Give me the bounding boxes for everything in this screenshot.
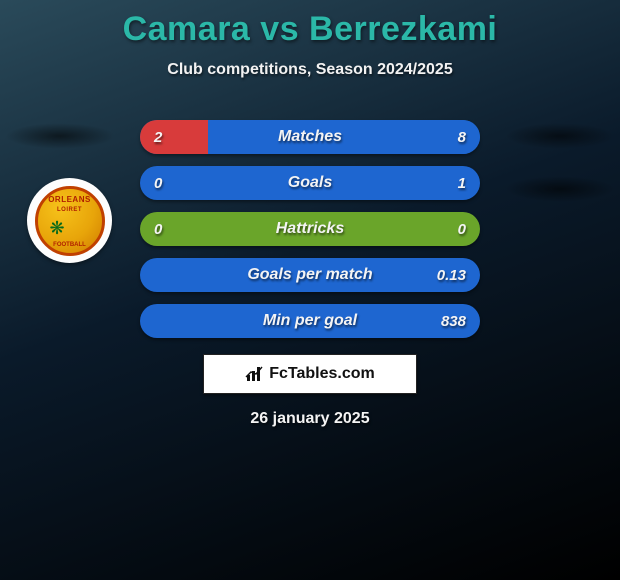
bar-label: Goals per match (140, 258, 480, 292)
bar-label: Min per goal (140, 304, 480, 338)
stat-row: 01Goals (140, 166, 480, 200)
palm-icon: ❋ (50, 218, 65, 239)
brand-box[interactable]: FcTables.com (203, 354, 417, 394)
club-logo-line3: FOOTBALL (38, 242, 102, 248)
club-logo: ORLEANS LOIRET ❋ FOOTBALL (27, 178, 112, 263)
stat-bars: 28Matches 01Goals 00Hattricks 0.13Goals per… (140, 120, 480, 350)
avatar-shadow-left (5, 123, 115, 149)
stat-row: 00Hattricks (140, 212, 480, 246)
bar-label: Hattricks (140, 212, 480, 246)
avatar-shadow-right-2 (505, 176, 615, 202)
bars-chart-icon (245, 365, 265, 383)
club-logo-line1: ORLEANS (38, 195, 102, 204)
page-title: Camara vs Berrezkami (0, 0, 620, 49)
bar-label: Goals (140, 166, 480, 200)
club-logo-line2: LOIRET (38, 207, 102, 213)
subtitle: Club competitions, Season 2024/2025 (0, 61, 620, 79)
stat-row: 0.13Goals per match (140, 258, 480, 292)
brand-text: FcTables.com (269, 365, 375, 383)
date-text: 26 january 2025 (0, 410, 620, 428)
bar-label: Matches (140, 120, 480, 154)
club-logo-inner: ORLEANS LOIRET ❋ FOOTBALL (35, 186, 105, 256)
avatar-shadow-right-1 (505, 123, 615, 149)
stat-row: 838Min per goal (140, 304, 480, 338)
stat-row: 28Matches (140, 120, 480, 154)
